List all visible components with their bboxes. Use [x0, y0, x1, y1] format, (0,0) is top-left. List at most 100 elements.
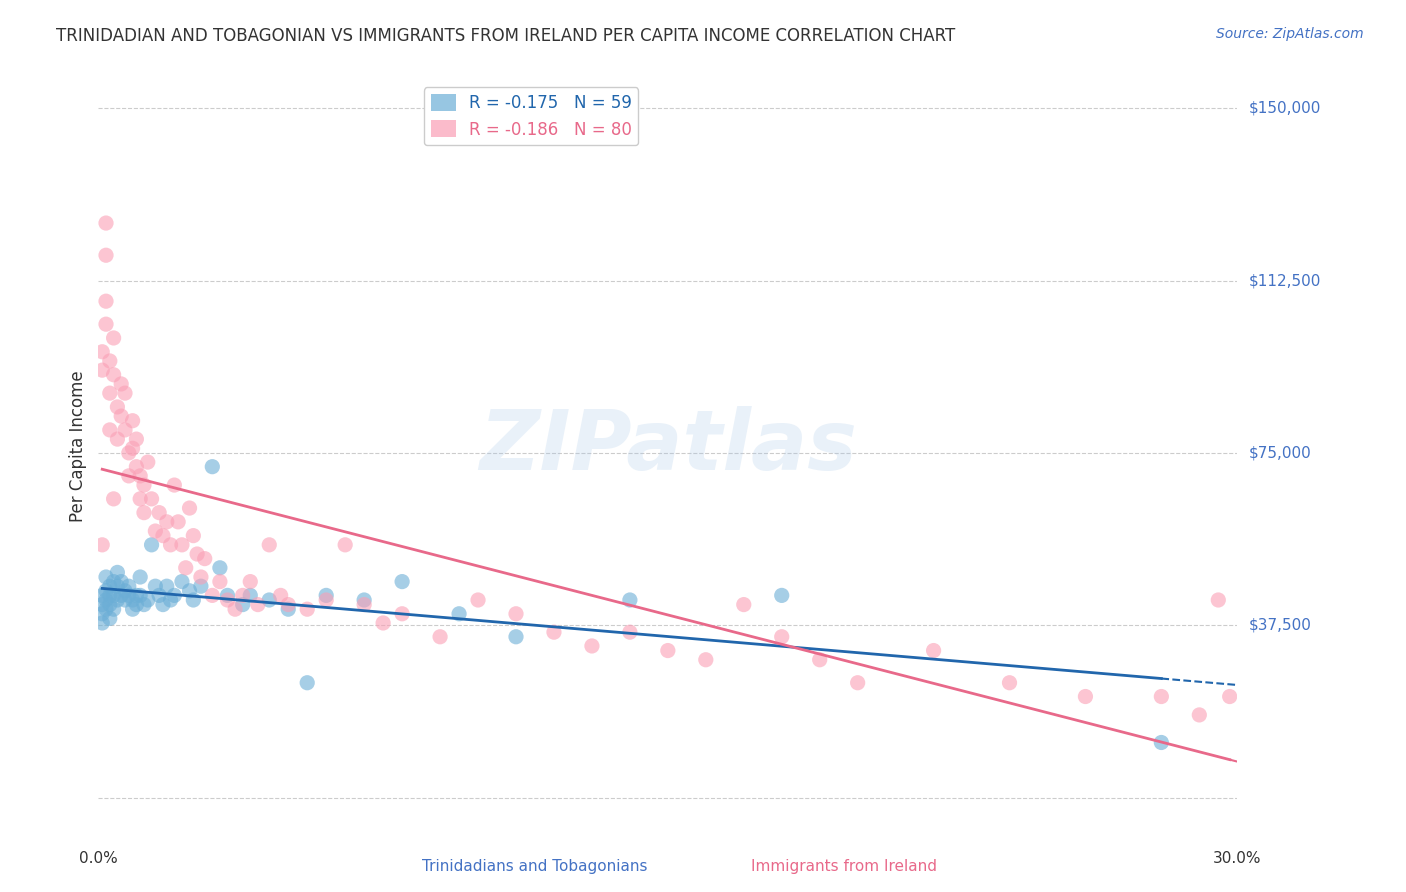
Immigrants from Ireland [94, 317, 117, 331]
Immigrants from Ireland [619, 625, 641, 640]
Immigrants from Ireland [194, 551, 217, 566]
Trinidadians and Tobagonians [114, 593, 136, 607]
Immigrants from Ireland [103, 331, 125, 345]
Immigrants from Ireland [770, 630, 793, 644]
Immigrants from Ireland [808, 653, 831, 667]
Trinidadians and Tobagonians [141, 538, 163, 552]
Immigrants from Ireland [201, 588, 224, 602]
Immigrants from Ireland [335, 538, 357, 552]
Immigrants from Ireland [1208, 593, 1230, 607]
Immigrants from Ireland [391, 607, 413, 621]
Trinidadians and Tobagonians [91, 598, 114, 612]
Trinidadians and Tobagonians [201, 459, 224, 474]
Immigrants from Ireland [174, 561, 197, 575]
Immigrants from Ireland [239, 574, 262, 589]
Trinidadians and Tobagonians [239, 588, 262, 602]
Trinidadians and Tobagonians [179, 583, 201, 598]
Text: Trinidadians and Tobagonians: Trinidadians and Tobagonians [422, 859, 647, 874]
Immigrants from Ireland [129, 491, 152, 506]
Immigrants from Ireland [91, 538, 114, 552]
Immigrants from Ireland [103, 491, 125, 506]
Trinidadians and Tobagonians [232, 598, 254, 612]
Trinidadians and Tobagonians [107, 579, 129, 593]
Immigrants from Ireland [467, 593, 489, 607]
Trinidadians and Tobagonians [619, 593, 641, 607]
Immigrants from Ireland [186, 547, 208, 561]
Immigrants from Ireland [114, 423, 136, 437]
Trinidadians and Tobagonians [156, 579, 179, 593]
Trinidadians and Tobagonians [98, 588, 121, 602]
Immigrants from Ireland [107, 400, 129, 414]
Trinidadians and Tobagonians [208, 561, 231, 575]
Trinidadians and Tobagonians [315, 588, 337, 602]
Trinidadians and Tobagonians [129, 570, 152, 584]
Immigrants from Ireland [91, 363, 114, 377]
Trinidadians and Tobagonians [103, 574, 125, 589]
Immigrants from Ireland [129, 468, 152, 483]
Immigrants from Ireland [190, 570, 212, 584]
Immigrants from Ireland [998, 675, 1021, 690]
Text: $112,500: $112,500 [1249, 273, 1320, 288]
Trinidadians and Tobagonians [353, 593, 375, 607]
Trinidadians and Tobagonians [110, 574, 132, 589]
Immigrants from Ireland [114, 386, 136, 401]
Trinidadians and Tobagonians [114, 583, 136, 598]
Trinidadians and Tobagonians [103, 602, 125, 616]
Immigrants from Ireland [110, 376, 132, 391]
Immigrants from Ireland [505, 607, 527, 621]
Immigrants from Ireland [132, 478, 155, 492]
Immigrants from Ireland [170, 538, 193, 552]
Immigrants from Ireland [118, 446, 141, 460]
Trinidadians and Tobagonians [103, 588, 125, 602]
Immigrants from Ireland [1150, 690, 1173, 704]
Trinidadians and Tobagonians [259, 593, 281, 607]
Text: $150,000: $150,000 [1249, 101, 1320, 116]
Trinidadians and Tobagonians [94, 602, 117, 616]
Trinidadians and Tobagonians [91, 607, 114, 621]
Immigrants from Ireland [132, 506, 155, 520]
Trinidadians and Tobagonians [129, 588, 152, 602]
Text: 0.0%: 0.0% [79, 851, 118, 866]
Immigrants from Ireland [98, 423, 121, 437]
Trinidadians and Tobagonians [125, 588, 148, 602]
Immigrants from Ireland [107, 432, 129, 446]
Trinidadians and Tobagonians [98, 579, 121, 593]
Trinidadians and Tobagonians [121, 602, 143, 616]
Immigrants from Ireland [152, 528, 174, 542]
Trinidadians and Tobagonians [217, 588, 239, 602]
Immigrants from Ireland [156, 515, 179, 529]
Immigrants from Ireland [98, 386, 121, 401]
Text: $37,500: $37,500 [1249, 618, 1312, 632]
Text: TRINIDADIAN AND TOBAGONIAN VS IMMIGRANTS FROM IRELAND PER CAPITA INCOME CORRELAT: TRINIDADIAN AND TOBAGONIAN VS IMMIGRANTS… [56, 27, 956, 45]
Trinidadians and Tobagonians [136, 593, 159, 607]
Text: ZIPatlas: ZIPatlas [479, 406, 856, 486]
Immigrants from Ireland [1074, 690, 1097, 704]
Immigrants from Ireland [141, 491, 163, 506]
Immigrants from Ireland [224, 602, 246, 616]
Immigrants from Ireland [159, 538, 181, 552]
Trinidadians and Tobagonians [118, 579, 141, 593]
Immigrants from Ireland [1188, 707, 1211, 722]
Immigrants from Ireland [232, 588, 254, 602]
Trinidadians and Tobagonians [183, 593, 205, 607]
Immigrants from Ireland [1219, 690, 1241, 704]
Immigrants from Ireland [110, 409, 132, 424]
Trinidadians and Tobagonians [94, 593, 117, 607]
Trinidadians and Tobagonians [145, 579, 167, 593]
Text: 30.0%: 30.0% [1213, 851, 1261, 866]
Immigrants from Ireland [179, 501, 201, 516]
Immigrants from Ireland [136, 455, 159, 469]
Immigrants from Ireland [657, 643, 679, 657]
Immigrants from Ireland [121, 414, 143, 428]
Y-axis label: Per Capita Income: Per Capita Income [69, 370, 87, 522]
Immigrants from Ireland [98, 354, 121, 368]
Trinidadians and Tobagonians [98, 598, 121, 612]
Immigrants from Ireland [94, 248, 117, 262]
Trinidadians and Tobagonians [132, 598, 155, 612]
Immigrants from Ireland [371, 615, 394, 630]
Text: Source: ZipAtlas.com: Source: ZipAtlas.com [1216, 27, 1364, 41]
Trinidadians and Tobagonians [148, 588, 170, 602]
Trinidadians and Tobagonians [91, 615, 114, 630]
Immigrants from Ireland [270, 588, 292, 602]
Trinidadians and Tobagonians [110, 588, 132, 602]
